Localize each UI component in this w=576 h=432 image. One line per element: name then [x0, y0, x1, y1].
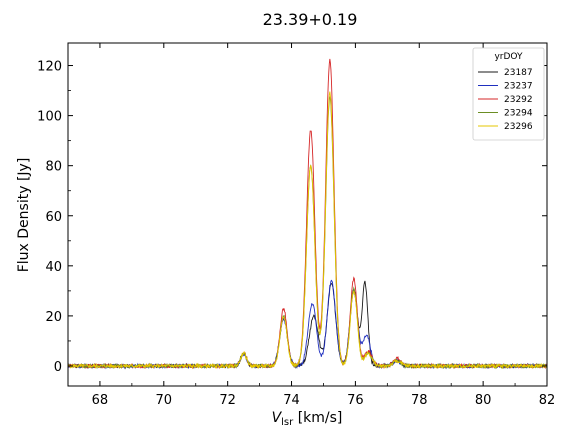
legend-label-23294: 23294	[504, 109, 533, 119]
y-tick-label: 0	[54, 360, 62, 375]
series-line-23187	[68, 280, 547, 370]
legend-label-23187: 23187	[504, 68, 533, 78]
x-axis-label-main: V	[272, 410, 283, 426]
x-axis-label-unit: [km/s]	[293, 410, 342, 426]
legend-label-23292: 23292	[504, 95, 533, 105]
x-axis-label: Vlsr [km/s]	[272, 410, 343, 428]
y-tick-label: 40	[45, 260, 62, 275]
y-tick-label: 20	[45, 310, 62, 325]
y-tick-label: 80	[45, 160, 62, 175]
chart-title: 23.39+0.19	[263, 10, 358, 29]
series-line-23237	[68, 279, 547, 370]
x-tick-label: 74	[283, 393, 300, 408]
legend-title: yrDOY	[494, 52, 523, 62]
legend-label-23296: 23296	[504, 122, 533, 132]
x-tick-label: 76	[347, 393, 364, 408]
x-axis: 68 70 72 74 76 78 80 82	[67, 43, 556, 408]
legend: yrDOY 23187 23237 23292 23294 23296	[472, 47, 545, 141]
y-tick-label: 60	[45, 210, 62, 225]
x-tick-label: 82	[539, 393, 556, 408]
y-tick-label: 100	[37, 110, 62, 125]
x-tick-label: 68	[92, 393, 109, 408]
x-axis-label-sub: lsr	[281, 417, 294, 428]
x-tick-label: 78	[411, 393, 428, 408]
y-axis-label: Flux Density [Jy]	[16, 158, 32, 273]
series-line-23296	[68, 91, 547, 370]
y-axis: 0 20 40 60 80 100 120	[37, 60, 547, 375]
series-group	[68, 58, 547, 370]
y-tick-label: 120	[37, 60, 62, 75]
x-tick-label: 72	[219, 393, 236, 408]
plot-frame	[67, 42, 548, 387]
x-tick-label: 80	[475, 393, 492, 408]
legend-label-23237: 23237	[504, 82, 533, 92]
legend-box	[472, 47, 545, 141]
x-tick-label: 70	[156, 393, 173, 408]
